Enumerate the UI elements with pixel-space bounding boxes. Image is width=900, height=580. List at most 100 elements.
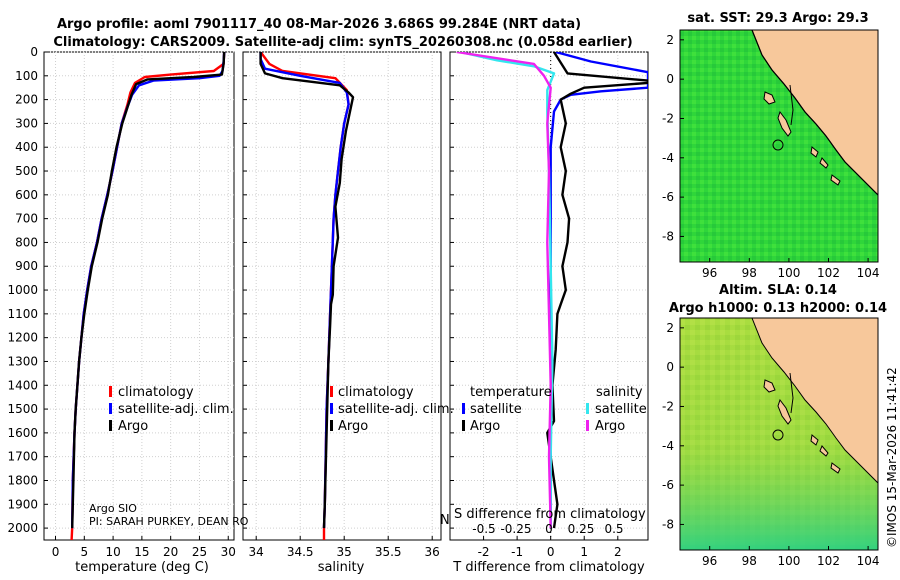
island-nias: [777, 110, 792, 137]
depth-tick-label: 500: [15, 164, 38, 178]
depth-tick-label: 100: [15, 69, 38, 83]
depth-tick-label: 1700: [7, 450, 38, 464]
sla-map: [679, 317, 879, 551]
depth-tick-label: 800: [15, 235, 38, 249]
difference-axis-label: T difference from climatology: [452, 560, 645, 575]
map-lat-tick: -4: [662, 439, 674, 453]
salinity-legend: climatology satellite-adj. clim. Argo: [330, 385, 454, 434]
map-lat-tick: -2: [662, 399, 674, 413]
sst-map: [679, 29, 879, 263]
depth-tick-label: 1500: [7, 402, 38, 416]
x-tick-label: 34: [249, 545, 264, 559]
legend-sal-satellite: satellite: [595, 402, 647, 417]
legend-swatch-climatology: [109, 386, 112, 397]
legend-swatch-climatology-sal: [330, 386, 333, 397]
overlay-tick: -0.25: [500, 522, 531, 536]
map-lon-tick: 102: [817, 554, 840, 568]
salinity-axis-label: salinity: [318, 560, 365, 575]
difference-panel: [449, 51, 649, 541]
legend-swatch-temp-argo: [462, 420, 465, 431]
x-tick-label: 34.5: [287, 545, 314, 559]
x-tick-label: -1: [511, 545, 523, 559]
map-lat-tick: -6: [662, 190, 674, 204]
x-tick-label: 1: [580, 545, 588, 559]
x-tick-label: 25: [192, 545, 207, 559]
depth-tick-label: 900: [15, 259, 38, 273]
sla-map-title-line1: Altim. SLA: 0.14: [719, 283, 837, 298]
depth-tick-label: 2000: [7, 521, 38, 535]
figure-title-line1: Argo profile: aoml 7901117_40 08-Mar-202…: [57, 17, 581, 32]
legend-label-climatology-sal: climatology: [338, 385, 414, 400]
x-tick-label: 2: [614, 545, 622, 559]
map-lon-tick: 104: [857, 554, 880, 568]
sst-argo-location-marker: [772, 139, 784, 151]
depth-tick-label: 1900: [7, 497, 38, 511]
map-lat-tick: -2: [662, 111, 674, 125]
legend-swatch-sal-satellite: [586, 403, 589, 414]
map-lon-tick: 96: [702, 266, 717, 280]
x-tick-label: 20: [163, 545, 178, 559]
x-tick-label: 35: [337, 545, 352, 559]
map-lon-tick: 100: [777, 554, 800, 568]
island-simeulue: [763, 91, 776, 105]
legend-label-argo-sal: Argo: [338, 419, 368, 434]
difference-legend: temperature salinity satellite Argo sate…: [462, 385, 647, 434]
map-lon-tick: 102: [817, 266, 840, 280]
legend-label-argo: Argo: [118, 419, 148, 434]
series-line-argo: [259, 52, 355, 529]
credit-line2: PI: SARAH PURKEY, DEAN RO: [89, 515, 249, 528]
map-lon-tick: 104: [857, 266, 880, 280]
sst-map-title: sat. SST: 29.3 Argo: 29.3: [687, 11, 868, 26]
map-lon-tick: 98: [742, 554, 757, 568]
imos-timestamp: ©IMOS 15-Mar-2026 11:41:42: [885, 367, 899, 548]
sla-argo-location-marker: [772, 429, 784, 441]
x-tick-label: 15: [134, 545, 149, 559]
overlay-tick: -0.5: [472, 522, 495, 536]
temperature-axis-label: temperature (deg C): [75, 560, 209, 575]
map-lat-tick: 2: [666, 33, 674, 47]
credit-line1: Argo SIO: [89, 502, 137, 515]
map-lon-tick: 96: [702, 554, 717, 568]
depth-tick-label: 1000: [7, 283, 38, 297]
depth-tick-label: 400: [15, 140, 38, 154]
legend-temperature-header: temperature: [470, 385, 552, 400]
legend-swatch-satellite: [109, 403, 112, 414]
x-tick-label: 30: [221, 545, 236, 559]
depth-tick-label: 1800: [7, 473, 38, 487]
map-lat-tick: 2: [666, 321, 674, 335]
depth-tick-label: 200: [15, 93, 38, 107]
x-tick-label: 5: [80, 545, 88, 559]
legend-swatch-argo: [109, 420, 112, 431]
depth-tick-label: 0: [30, 45, 38, 59]
legend-temp-argo: Argo: [470, 419, 500, 434]
map-axes: 96 98 100 102 104 2 0 -2 -4 -6 -8 96 98 100 102 104 2 0 -2…: [662, 33, 880, 568]
map-lat-tick: -4: [662, 151, 674, 165]
map-lat-tick: 0: [666, 360, 674, 374]
depth-tick-label: 1600: [7, 426, 38, 440]
legend-swatch-satellite-sal: [330, 403, 333, 414]
legend-swatch-temp-satellite: [462, 403, 465, 414]
depth-tick-label: 1100: [7, 307, 38, 321]
x-tick-label: 10: [105, 545, 120, 559]
salinity-difference-overlay-axis: S difference from climatology -0.5 -0.25…: [440, 507, 646, 536]
temperature-legend: climatology satellite-adj. clim. Argo: [109, 385, 234, 434]
sla-map-title-line2: Argo h1000: 0.13 h2000: 0.14: [669, 301, 887, 316]
x-tick-label: 0: [52, 545, 60, 559]
legend-label-satellite-sal: satellite-adj. clim.: [338, 402, 454, 417]
legend-sal-argo: Argo: [595, 419, 625, 434]
salinity-panel: [242, 51, 442, 541]
sla-land: [751, 317, 879, 485]
x-tick-label: 35.5: [375, 545, 402, 559]
overlay-title: S difference from climatology: [454, 507, 646, 522]
legend-label-climatology: climatology: [118, 385, 194, 400]
x-tick-label: 36: [425, 545, 440, 559]
depth-tick-label: 1300: [7, 354, 38, 368]
map-lat-tick: -6: [662, 478, 674, 492]
figure-title-line2: Climatology: CARS2009. Satellite-adj cli…: [53, 35, 632, 50]
map-lon-tick: 100: [777, 266, 800, 280]
overlay-fragment-n: N: [440, 513, 450, 528]
depth-axis: 0 100 200 300 400 500 600 700 800 900 1000 1100 1200…: [7, 45, 38, 535]
overlay-tick: 0.5: [604, 522, 623, 536]
legend-temp-satellite: satellite: [470, 402, 522, 417]
depth-tick-label: 700: [15, 212, 38, 226]
